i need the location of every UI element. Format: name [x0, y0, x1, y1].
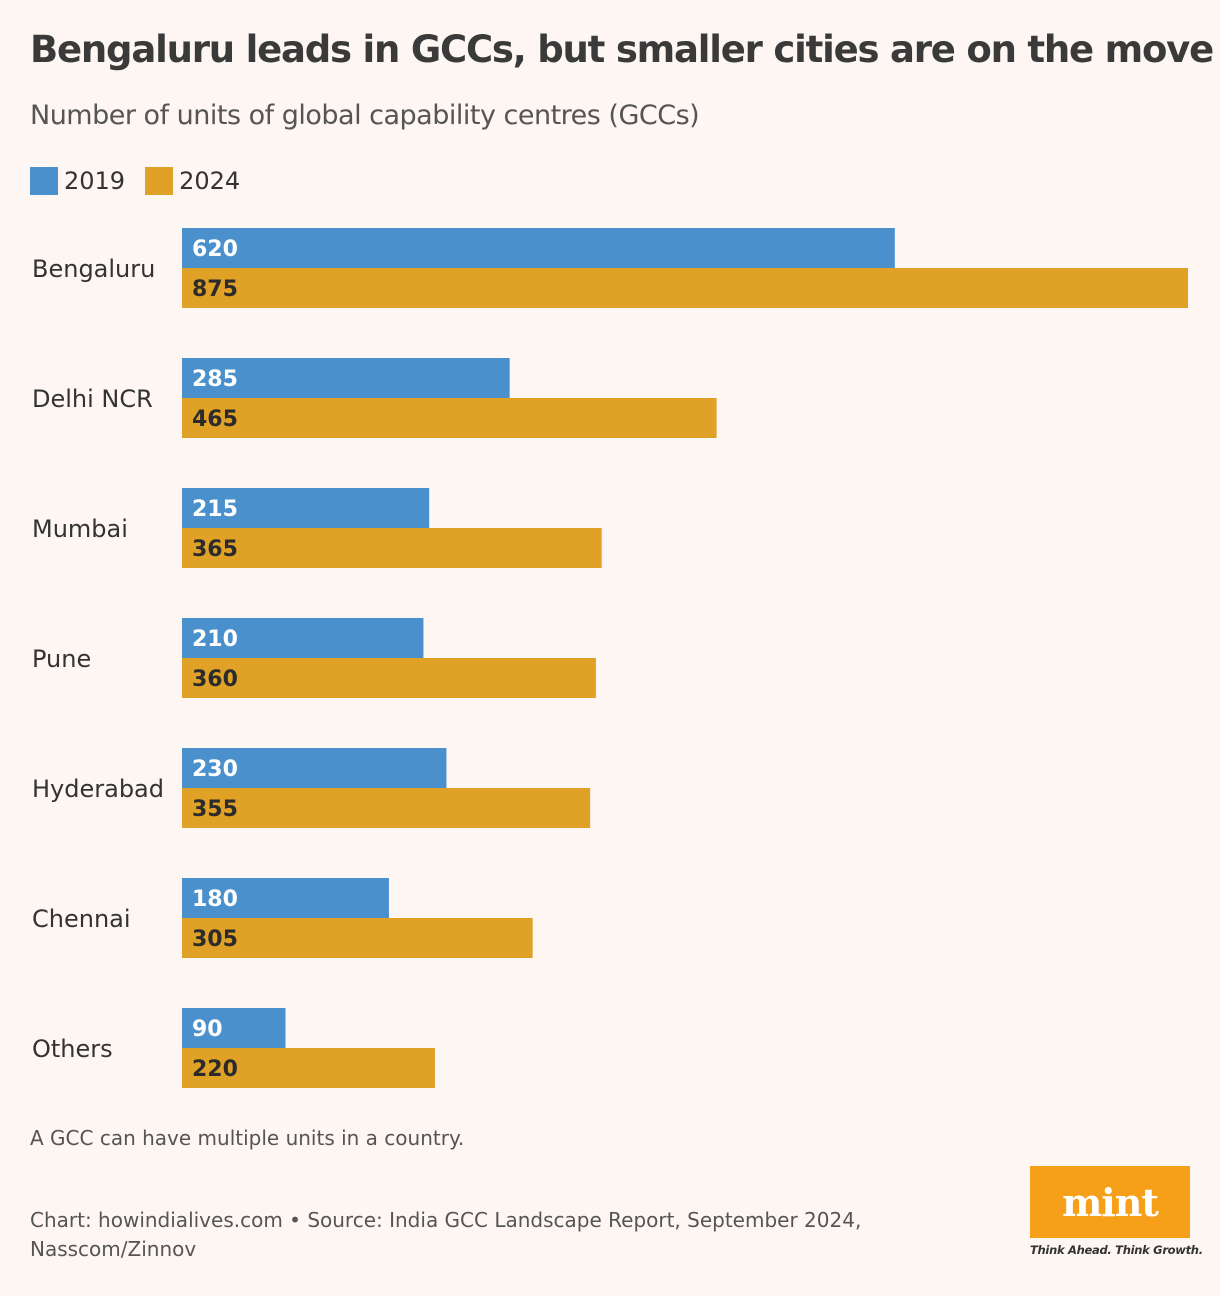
- bar-others-2019: [182, 1008, 286, 1048]
- value-label-others-2024: 220: [192, 1057, 238, 1082]
- category-label-others: Others: [32, 1035, 113, 1063]
- value-label-bengaluru-2019: 620: [192, 237, 238, 262]
- category-label-pune: Pune: [32, 645, 91, 673]
- bar-hyderabad-2019: [182, 748, 447, 788]
- legend-label-2019: 2019: [64, 167, 126, 195]
- bar-mumbai-2024: [182, 528, 602, 568]
- value-label-chennai-2024: 305: [192, 927, 238, 952]
- logo-text: mint: [1062, 1179, 1159, 1225]
- value-label-delhi-ncr-2024: 465: [192, 407, 238, 432]
- category-label-hyderabad: Hyderabad: [32, 775, 164, 803]
- value-label-hyderabad-2024: 355: [192, 797, 238, 822]
- bar-pune-2019: [182, 618, 424, 658]
- value-label-delhi-ncr-2019: 285: [192, 367, 238, 392]
- category-label-mumbai: Mumbai: [32, 515, 128, 543]
- bar-chennai-2024: [182, 918, 533, 958]
- value-label-mumbai-2019: 215: [192, 497, 238, 522]
- value-label-mumbai-2024: 365: [192, 537, 238, 562]
- bar-hyderabad-2024: [182, 788, 591, 828]
- source-credit: Chart: howindialives.com • Source: India…: [30, 1208, 862, 1261]
- value-label-hyderabad-2019: 230: [192, 757, 238, 782]
- bar-others-2024: [182, 1048, 435, 1088]
- footnote: A GCC can have multiple units in a count…: [30, 1126, 465, 1150]
- logo-tagline: Think Ahead. Think Growth.: [1030, 1243, 1203, 1257]
- value-label-chennai-2019: 180: [192, 887, 238, 912]
- legend-item-2024: 2024: [145, 167, 240, 195]
- bar-chart: Bengaluru 620 875 Delhi NCR 285 465 Mumbai 215 3…: [32, 228, 1188, 1088]
- value-label-others-2019: 90: [192, 1017, 223, 1042]
- bar-pune-2024: [182, 658, 596, 698]
- bar-mumbai-2019: [182, 488, 430, 528]
- category-label-chennai: Chennai: [32, 905, 131, 933]
- value-label-pune-2019: 210: [192, 627, 238, 652]
- legend: 2019 2024: [30, 166, 260, 196]
- bar-bengaluru-2024: [182, 268, 1188, 308]
- bar-chennai-2019: [182, 878, 389, 918]
- category-label-delhi-ncr: Delhi NCR: [32, 385, 153, 413]
- value-label-bengaluru-2024: 875: [192, 277, 238, 302]
- legend-swatch-2024: [145, 167, 174, 195]
- bar-delhi-ncr-2024: [182, 398, 717, 438]
- bar-bengaluru-2019: [182, 228, 895, 268]
- value-label-pune-2024: 360: [192, 667, 238, 692]
- bar-delhi-ncr-2019: [182, 358, 510, 398]
- legend-label-2024: 2024: [179, 167, 241, 195]
- legend-swatch-2019: [30, 167, 58, 195]
- category-label-bengaluru: Bengaluru: [32, 255, 155, 283]
- chart-subtitle: Number of units of global capability cen…: [30, 100, 700, 131]
- chart-title: Bengaluru leads in GCCs, but smaller cit…: [30, 28, 1214, 71]
- mint-logo: mint: [1030, 1166, 1190, 1238]
- legend-item-2019: 2019: [30, 167, 125, 195]
